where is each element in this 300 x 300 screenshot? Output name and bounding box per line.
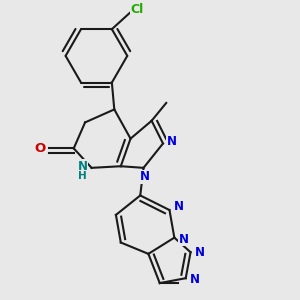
Text: N: N xyxy=(190,273,200,286)
Text: N: N xyxy=(140,170,150,183)
Text: N: N xyxy=(174,200,184,213)
Text: N: N xyxy=(178,233,188,246)
Text: O: O xyxy=(35,142,46,155)
Text: N: N xyxy=(195,246,205,259)
Text: H: H xyxy=(78,171,87,181)
Text: N: N xyxy=(77,160,88,173)
Text: Cl: Cl xyxy=(130,3,143,16)
Text: N: N xyxy=(167,135,177,148)
